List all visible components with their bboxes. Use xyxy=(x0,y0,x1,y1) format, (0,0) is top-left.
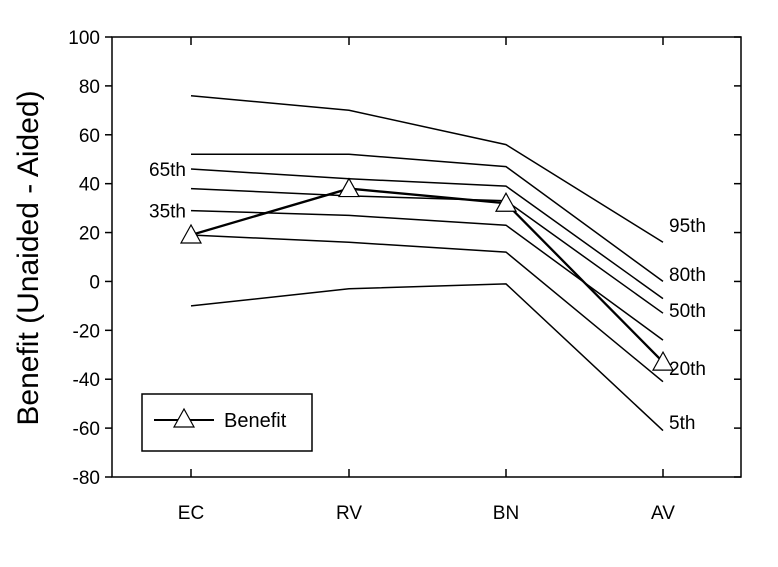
benefit-series xyxy=(179,177,675,371)
legend-label: Benefit xyxy=(224,410,287,432)
y-tick-label: -80 xyxy=(73,468,100,489)
y-tick-label: 80 xyxy=(79,77,100,98)
percentile-line-5th xyxy=(190,283,664,432)
y-tick-label: 40 xyxy=(79,175,100,196)
percentile-label-left: 35th xyxy=(149,202,186,223)
y-axis-label: Benefit (Unaided - Aided) xyxy=(12,90,45,425)
percentile-label-left: 65th xyxy=(149,160,186,181)
y-tick-label: 100 xyxy=(68,28,100,49)
percentile-label-right: 50th xyxy=(669,301,706,322)
x-tick-label: BN xyxy=(493,503,519,524)
plot-frame xyxy=(111,36,742,478)
benefit-line xyxy=(190,187,664,363)
legend: Benefit xyxy=(141,393,313,452)
benefit-point-RV xyxy=(337,177,361,198)
x-tick-label: EC xyxy=(178,503,204,524)
percentile-line-80th xyxy=(191,153,664,283)
y-tick-label: -20 xyxy=(73,321,100,342)
percentile-labels: 65th 35th 95th 80th 50th 20th 5th xyxy=(149,160,706,434)
y-tick-label: 20 xyxy=(79,224,100,245)
percentile-label-right: 20th xyxy=(669,359,706,380)
x-axis: EC RV BN AV xyxy=(178,37,675,524)
percentile-label-right: 80th xyxy=(669,265,706,286)
benefit-point-EC xyxy=(179,223,203,244)
x-tick-label: AV xyxy=(651,503,675,524)
benefit-point-BN xyxy=(494,191,518,212)
percentile-lines xyxy=(190,94,664,432)
benefit-point-AV xyxy=(651,350,675,371)
y-axis: 100 80 60 40 20 0 -20 -40 -60 -80 xyxy=(68,28,741,489)
y-tick-label: -40 xyxy=(73,370,100,391)
percentile-line-95th xyxy=(190,94,664,243)
percentile-label-right: 95th xyxy=(669,216,706,237)
y-tick-label: 60 xyxy=(79,126,100,147)
percentile-line-20th xyxy=(190,234,664,383)
legend-box xyxy=(141,393,313,452)
y-tick-label: -60 xyxy=(73,419,100,440)
y-tick-label: 0 xyxy=(89,272,100,293)
x-tick-label: RV xyxy=(336,503,362,524)
legend-triangle-icon xyxy=(172,407,196,428)
percentile-label-right: 5th xyxy=(669,413,695,434)
percentile-line-50th xyxy=(190,187,664,314)
percentile-line-65th xyxy=(190,168,664,300)
